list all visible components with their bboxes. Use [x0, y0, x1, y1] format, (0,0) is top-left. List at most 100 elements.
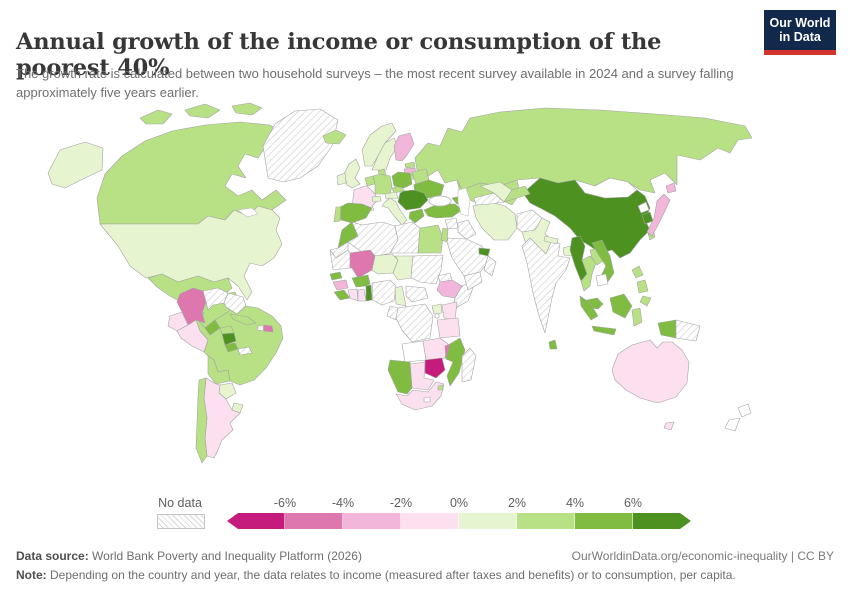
legend-segment[interactable] [575, 513, 633, 529]
region-sierra-leone-liberia[interactable] [333, 289, 351, 301]
region-indonesia-sumatra[interactable] [579, 295, 599, 321]
region-madagascar[interactable] [461, 347, 477, 383]
region-guyanas[interactable] [223, 292, 247, 315]
region-south-africa[interactable] [395, 381, 445, 411]
legend-no-data-swatch[interactable] [157, 514, 205, 529]
region-syria[interactable] [444, 217, 459, 230]
region-tanzania[interactable] [436, 317, 461, 339]
region-venezuela[interactable] [202, 287, 229, 311]
region-finland[interactable] [393, 132, 415, 162]
region-burkina-faso[interactable] [351, 274, 371, 288]
region-ireland[interactable] [336, 172, 347, 186]
region-turkmenistan[interactable] [473, 192, 505, 206]
region-cambodia[interactable] [595, 273, 609, 287]
region-italy[interactable] [381, 197, 408, 226]
region-kenya[interactable] [441, 301, 458, 321]
region-senegal[interactable] [329, 271, 343, 281]
region-greenland[interactable] [262, 108, 339, 183]
region-alaska[interactable] [47, 141, 104, 189]
region-cote-divoire[interactable] [347, 288, 359, 302]
region-spain[interactable] [339, 202, 373, 224]
region-dominican-republic[interactable] [263, 324, 274, 333]
region-nicaragua[interactable] [221, 332, 237, 346]
region-canada-arctic[interactable] [184, 103, 221, 119]
region-indonesia-java[interactable] [591, 325, 617, 336]
region-kyrgyzstan-tajikistan[interactable] [503, 185, 531, 203]
owid-logo[interactable]: Our World in Data [764, 10, 836, 55]
legend-segment[interactable] [343, 513, 401, 529]
region-poland[interactable] [391, 171, 413, 189]
region-angola[interactable] [401, 340, 427, 363]
region-saudi-arabia[interactable] [446, 237, 491, 277]
owid-url[interactable]: OurWorldinData.org/economic-inequality |… [571, 549, 834, 563]
region-japan[interactable] [646, 193, 671, 237]
region-west-new-guinea[interactable] [657, 319, 677, 339]
legend-segment[interactable] [633, 513, 691, 529]
region-iraq[interactable] [457, 219, 477, 240]
region-ghana[interactable] [357, 288, 367, 302]
legend-segment[interactable] [459, 513, 517, 529]
region-norway[interactable] [361, 122, 397, 167]
region-namibia[interactable] [387, 359, 413, 395]
region-haiti[interactable] [256, 324, 264, 332]
legend-segment[interactable] [227, 513, 285, 529]
region-mali[interactable] [349, 249, 376, 279]
region-australia[interactable] [611, 339, 690, 404]
region-switzerland[interactable] [371, 195, 382, 203]
region-benin-togo[interactable] [365, 284, 373, 302]
legend-segment[interactable] [285, 513, 343, 529]
region-libya[interactable] [389, 221, 421, 254]
region-philippines[interactable] [636, 279, 649, 294]
region-drc[interactable] [395, 303, 434, 343]
region-uae[interactable] [478, 247, 491, 257]
region-yemen[interactable] [463, 271, 483, 291]
region-philippines[interactable] [631, 265, 644, 279]
region-bolivia[interactable] [207, 355, 231, 385]
region-tasmania[interactable] [663, 421, 675, 431]
region-new-zealand[interactable] [737, 403, 752, 418]
region-peru[interactable] [176, 319, 209, 353]
region-oman[interactable] [483, 255, 497, 277]
region-united-kingdom[interactable] [343, 158, 361, 189]
region-chile[interactable] [195, 377, 208, 464]
region-mozambique[interactable] [445, 337, 466, 387]
region-philippines[interactable] [639, 295, 652, 307]
region-panama[interactable] [237, 346, 253, 356]
region-israel-jordan[interactable] [440, 227, 449, 243]
region-borneo[interactable] [609, 293, 633, 319]
region-balkans[interactable] [397, 189, 429, 211]
region-central-african-republic[interactable] [405, 285, 429, 303]
region-cuba[interactable] [229, 313, 257, 326]
region-colombia[interactable] [176, 287, 207, 326]
region-iran[interactable] [472, 201, 518, 241]
region-congo-gabon[interactable] [386, 305, 399, 321]
region-sudan[interactable] [410, 254, 444, 285]
region-north-korea[interactable] [637, 201, 650, 214]
region-cameroon[interactable] [394, 285, 407, 307]
region-lesotho[interactable] [423, 396, 431, 403]
region-new-zealand[interactable] [724, 417, 741, 432]
region-sulawesi[interactable] [631, 307, 643, 327]
region-canada-arctic[interactable] [139, 109, 173, 125]
region-nigeria[interactable] [371, 279, 397, 306]
region-estonia[interactable] [404, 161, 416, 169]
region-papua-new-guinea[interactable] [675, 319, 701, 342]
legend-segment[interactable] [401, 513, 459, 529]
region-eswatini[interactable] [437, 384, 444, 391]
region-portugal[interactable] [333, 206, 342, 223]
region-germany[interactable] [372, 173, 393, 195]
region-niger[interactable] [371, 253, 399, 275]
region-mongolia[interactable] [574, 177, 638, 199]
region-russia[interactable] [414, 107, 753, 194]
region-nepal[interactable] [543, 235, 559, 245]
region-egypt[interactable] [417, 224, 444, 254]
region-austria[interactable] [384, 191, 399, 200]
region-uganda[interactable] [431, 303, 443, 315]
region-iceland[interactable] [322, 129, 347, 145]
region-greece[interactable] [408, 208, 425, 224]
region-canada-arctic[interactable] [231, 102, 263, 116]
region-sri-lanka[interactable] [548, 339, 558, 350]
region-zambia[interactable] [422, 337, 449, 361]
region-zimbabwe[interactable] [424, 357, 446, 379]
region-guinea[interactable] [332, 279, 349, 291]
